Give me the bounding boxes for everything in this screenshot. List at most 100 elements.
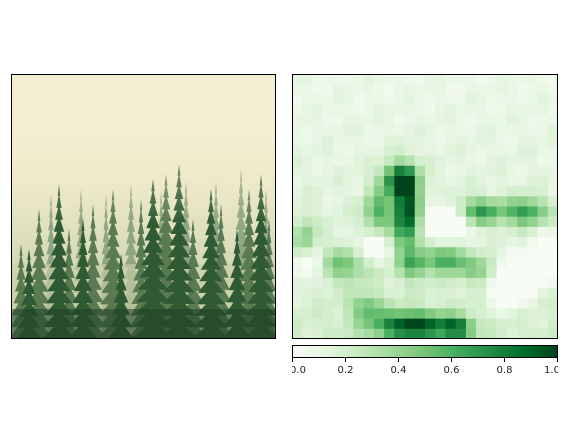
heatmap-cell	[302, 104, 313, 116]
heatmap-cell	[465, 155, 477, 167]
heatmap-cell	[384, 104, 395, 116]
heatmap-cell	[363, 186, 375, 197]
heatmap-cell	[527, 104, 538, 116]
heatmap-cell	[435, 277, 446, 289]
heatmap-cell	[292, 104, 303, 116]
heatmap-cell	[547, 84, 558, 95]
heatmap-cell	[486, 114, 497, 126]
heatmap-cell	[506, 247, 518, 258]
heatmap-cell	[394, 196, 405, 207]
heatmap-cell	[445, 165, 456, 177]
heatmap-cell	[312, 206, 323, 217]
heatmap-cell	[363, 114, 375, 126]
heatmap-cell	[373, 257, 385, 268]
heatmap-cell	[404, 186, 416, 197]
heatmap-cell	[332, 135, 344, 146]
heatmap-cell	[414, 308, 426, 319]
heatmap-cell	[404, 124, 416, 136]
heatmap-cell	[404, 277, 416, 289]
heatmap-cell	[322, 155, 334, 167]
heatmap-cell	[353, 186, 364, 197]
fog-overlay	[11, 74, 276, 224]
heatmap-cell	[384, 277, 395, 289]
heatmap-cell	[496, 114, 508, 126]
heatmap-cell	[486, 226, 497, 238]
heatmap-cell	[363, 196, 375, 207]
heatmap-cell	[465, 165, 477, 177]
heatmap-cell	[332, 196, 344, 207]
heatmap-cell	[486, 165, 497, 177]
heatmap-cell	[384, 74, 395, 85]
heatmap-cell	[353, 247, 364, 258]
heatmap-cell	[496, 206, 508, 217]
heatmap-cell	[404, 318, 416, 330]
heatmap-cell	[527, 216, 538, 228]
heatmap-cell	[496, 74, 508, 85]
heatmap-cell	[373, 247, 385, 258]
heatmap-cell	[312, 74, 323, 85]
heatmap-cell	[332, 226, 344, 238]
heatmap-cell	[547, 186, 558, 197]
heatmap-cell	[496, 237, 508, 248]
heatmap-cell	[394, 124, 405, 136]
heatmap-cell	[312, 175, 323, 187]
heatmap-cell	[517, 104, 528, 116]
heatmap-cell	[537, 318, 549, 330]
heatmap-cell	[302, 226, 313, 238]
heatmap-cell	[322, 277, 334, 289]
heatmap-cell	[394, 247, 405, 258]
heatmap-cell	[506, 155, 518, 167]
heatmap-cell	[506, 114, 518, 126]
heatmap-cell	[496, 145, 508, 156]
heatmap-cell	[455, 114, 467, 126]
heatmap-cell	[292, 247, 303, 258]
heatmap-cell	[506, 145, 518, 156]
heatmap-cell	[384, 145, 395, 156]
heatmap-cell	[312, 267, 323, 279]
heatmap-cell	[363, 94, 375, 105]
heatmap-cell	[496, 84, 508, 95]
heatmap-cell	[537, 277, 549, 289]
heatmap-cell	[445, 267, 456, 279]
heatmap-cell	[322, 124, 334, 136]
heatmap-cell	[373, 288, 385, 299]
heatmap-cell	[332, 175, 344, 187]
heatmap-cell	[425, 226, 436, 238]
heatmap-cell	[332, 104, 344, 116]
heatmap-cell	[506, 277, 518, 289]
heatmap-cell	[363, 135, 375, 146]
heatmap-cell	[292, 298, 303, 309]
heatmap-cell	[373, 114, 385, 126]
heatmap-cell	[476, 237, 487, 248]
heatmap-cell	[476, 318, 487, 330]
heatmap-cell	[517, 74, 528, 85]
heatmap-cell	[435, 247, 446, 258]
heatmap-cell	[445, 104, 456, 116]
heatmap-cell	[435, 165, 446, 177]
heatmap-cell	[517, 135, 528, 146]
heatmap-cell	[312, 135, 323, 146]
heatmap-cell	[353, 267, 364, 279]
heatmap-cell	[476, 257, 487, 268]
heatmap-cell	[312, 114, 323, 126]
heatmap-cell	[353, 175, 364, 187]
heatmap-cell	[476, 135, 487, 146]
heatmap-cell	[373, 206, 385, 217]
heatmap-cell	[394, 216, 405, 228]
heatmap-cell	[363, 84, 375, 95]
heatmap-cell	[445, 186, 456, 197]
heatmap-cell	[343, 186, 354, 197]
heatmap-cell	[343, 277, 354, 289]
heatmap-cell	[537, 135, 549, 146]
heatmap-cell	[455, 247, 467, 258]
heatmap-cell	[343, 267, 354, 279]
heatmap-cell	[312, 145, 323, 156]
heatmap-cell	[455, 74, 467, 85]
heatmap-cell	[363, 328, 375, 339]
heatmap-cell	[547, 277, 558, 289]
heatmap-cell	[292, 196, 303, 207]
heatmap-cell	[394, 328, 405, 339]
heatmap-cell	[455, 145, 467, 156]
heatmap-cell	[404, 114, 416, 126]
heatmap-cell	[547, 247, 558, 258]
